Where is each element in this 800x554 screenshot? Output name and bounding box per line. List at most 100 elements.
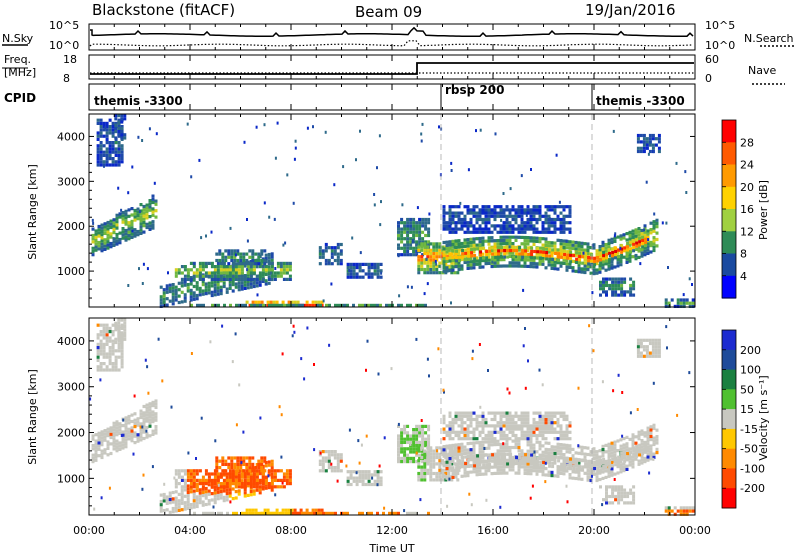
data-cell xyxy=(148,199,152,203)
data-cell xyxy=(120,120,124,124)
data-cell xyxy=(611,250,615,255)
data-cell xyxy=(210,293,214,298)
data-cell xyxy=(295,511,298,515)
data-cell xyxy=(569,250,573,254)
data-cell xyxy=(174,503,178,507)
data-cell xyxy=(96,147,100,151)
data-cell xyxy=(491,459,495,463)
data-cell xyxy=(541,427,545,431)
data-cell xyxy=(602,254,606,258)
data-cell xyxy=(115,216,119,221)
data-cell xyxy=(97,247,101,251)
data-cell xyxy=(655,451,659,455)
data-cell xyxy=(207,492,211,496)
data-cell xyxy=(228,494,232,498)
data-cell xyxy=(493,471,497,475)
data-cell xyxy=(505,235,509,239)
data-cell xyxy=(620,247,624,251)
data-cell xyxy=(598,248,602,252)
data-cell xyxy=(234,482,238,486)
data-cell xyxy=(626,455,630,459)
data-cell xyxy=(252,475,256,479)
data-cell xyxy=(511,214,515,218)
data-cell xyxy=(186,478,190,482)
data-cell xyxy=(373,479,377,483)
data-cell xyxy=(457,446,461,450)
data-cell xyxy=(460,417,464,422)
data-cell xyxy=(442,217,446,222)
data-cell xyxy=(225,495,229,499)
data-cell xyxy=(496,261,500,265)
data-cell xyxy=(559,446,563,450)
data-cell xyxy=(159,295,163,299)
data-cell xyxy=(601,454,605,458)
data-cell xyxy=(544,227,548,231)
data-cell xyxy=(481,230,485,234)
data-cell xyxy=(541,437,545,441)
data-cell xyxy=(607,261,611,265)
data-cell xyxy=(406,440,410,444)
data-cell xyxy=(649,438,653,442)
data-cell xyxy=(490,208,494,212)
data-cell xyxy=(217,303,220,307)
data-cell xyxy=(575,467,579,472)
data-cell xyxy=(601,451,605,455)
data-cell xyxy=(210,472,214,476)
data-cell xyxy=(463,254,467,258)
data-cell xyxy=(324,246,328,250)
data-cell xyxy=(487,440,491,444)
data-cell xyxy=(593,263,597,267)
data-cell xyxy=(629,283,633,288)
data-cell xyxy=(118,425,122,429)
data-cell xyxy=(472,205,476,209)
data-cell xyxy=(481,243,485,247)
data-cell xyxy=(639,146,643,150)
speckle-cell xyxy=(127,284,130,287)
data-cell xyxy=(201,292,205,296)
data-cell xyxy=(118,231,122,235)
speckle-cell xyxy=(365,434,368,438)
data-cell xyxy=(228,277,232,281)
data-cell xyxy=(565,427,569,431)
data-cell xyxy=(267,271,271,275)
data-cell xyxy=(568,243,572,247)
data-cell xyxy=(183,280,187,284)
data-cell xyxy=(103,222,107,226)
data-cell xyxy=(108,144,112,148)
data-cell xyxy=(571,269,575,273)
data-cell xyxy=(520,221,524,225)
data-cell xyxy=(418,431,422,435)
data-cell xyxy=(445,463,449,467)
data-cell xyxy=(499,421,503,425)
data-cell xyxy=(614,456,618,460)
data-cell xyxy=(487,446,491,450)
speckle-cell xyxy=(92,221,95,225)
data-cell xyxy=(305,508,309,512)
data-cell xyxy=(373,482,377,487)
data-cell xyxy=(435,271,439,275)
data-cell xyxy=(473,257,477,261)
speckle-cell xyxy=(565,484,568,488)
data-cell xyxy=(639,354,643,358)
data-cell xyxy=(636,133,640,138)
data-cell xyxy=(448,463,452,467)
speckle-cell xyxy=(274,267,277,270)
data-cell xyxy=(628,463,632,467)
data-cell xyxy=(620,283,624,288)
data-cell xyxy=(180,501,184,505)
data-cell xyxy=(242,462,246,466)
data-cell xyxy=(189,485,193,489)
data-cell xyxy=(605,253,609,257)
data-cell xyxy=(523,224,527,228)
data-cell xyxy=(635,247,639,251)
data-cell xyxy=(102,323,106,327)
data-cell xyxy=(551,455,555,459)
data-cell xyxy=(120,331,124,335)
speckle-cell xyxy=(330,282,333,286)
data-cell xyxy=(457,211,461,215)
data-cell xyxy=(225,475,229,480)
speckle-cell xyxy=(293,157,296,161)
data-cell xyxy=(532,242,536,246)
data-cell xyxy=(657,140,661,144)
data-cell xyxy=(99,141,103,145)
